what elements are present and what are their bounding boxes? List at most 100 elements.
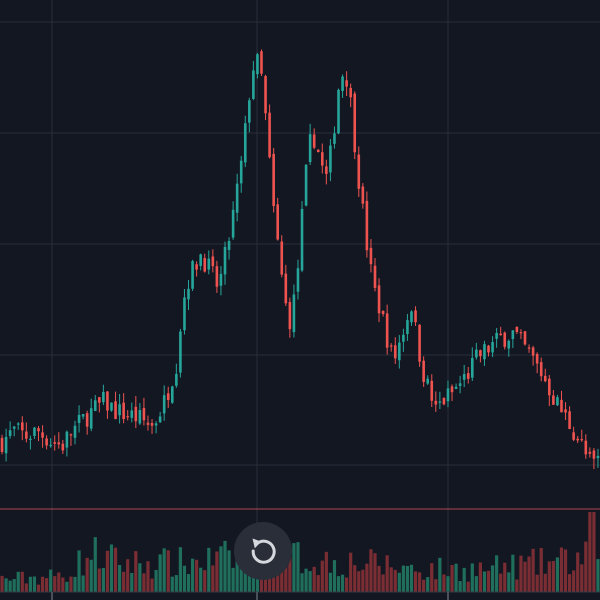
volume-bar <box>154 569 158 592</box>
volume-bar <box>490 565 495 592</box>
volume-bar <box>503 562 507 592</box>
candle-body <box>158 416 162 423</box>
candle-body <box>466 373 470 379</box>
volume-bar <box>223 540 227 592</box>
candle-body <box>535 354 539 364</box>
volume-bar <box>170 576 174 592</box>
candle-body <box>442 397 446 405</box>
candle-body <box>572 432 575 440</box>
volume-bar <box>316 575 320 592</box>
volume-bar <box>89 559 93 592</box>
volume-bar <box>162 548 166 592</box>
candle-body <box>422 360 425 382</box>
volume-bar <box>280 563 284 592</box>
volume-bar <box>426 577 430 592</box>
candle-body <box>454 386 458 389</box>
volume-bar <box>300 573 304 592</box>
volume-bar <box>434 579 438 592</box>
volume-bar <box>353 565 357 592</box>
candle-body <box>162 395 166 414</box>
candle-body <box>45 438 48 446</box>
candle-body <box>576 438 580 441</box>
volume-bar <box>263 572 268 592</box>
volume-bar <box>227 550 231 592</box>
candle-body <box>543 375 547 382</box>
candle-body <box>142 408 146 421</box>
candle-body <box>446 388 450 402</box>
volume-bar <box>446 576 450 592</box>
candle-body <box>252 70 255 99</box>
volume-bar <box>555 557 560 592</box>
candle-body <box>333 133 336 144</box>
volume-bar <box>563 549 568 592</box>
candle-body <box>29 438 32 440</box>
candle-body <box>239 160 243 184</box>
candle-body <box>231 209 235 238</box>
volume-bar <box>190 558 195 592</box>
candle-body <box>527 347 531 349</box>
volume-bar <box>320 560 324 592</box>
candle-body <box>438 401 442 403</box>
volume-bar <box>93 537 97 592</box>
candle-body <box>389 345 393 347</box>
candle-body <box>393 345 397 359</box>
candle-body <box>166 393 170 401</box>
volume-bar <box>20 571 24 592</box>
volume-bar <box>134 551 138 592</box>
volume-bar <box>369 549 373 592</box>
candle-body <box>260 51 263 74</box>
volume-bar <box>527 556 531 592</box>
volume-bar <box>450 564 454 592</box>
candlestick-series <box>0 49 600 470</box>
volume-bar <box>138 563 142 592</box>
candle-body <box>592 450 596 459</box>
volume-bar <box>142 573 146 592</box>
candle-body <box>341 76 344 91</box>
candle-body <box>406 320 409 334</box>
volume-bar <box>507 572 511 592</box>
volume-bar <box>195 559 199 592</box>
candle-body <box>325 166 328 174</box>
volume-bar <box>592 512 596 592</box>
candle-body <box>20 422 24 431</box>
candle-body <box>170 386 174 403</box>
candle-body <box>329 145 332 173</box>
candle-body <box>57 442 61 445</box>
volume-bar <box>401 565 405 592</box>
candle-body <box>138 410 142 424</box>
volume-bar <box>45 578 49 592</box>
volume-bar <box>409 564 414 592</box>
candle-body <box>243 123 247 163</box>
candle-body <box>0 437 4 453</box>
volume-bar <box>243 560 247 592</box>
volume-bar <box>559 547 564 592</box>
candle-body <box>353 93 357 153</box>
candle-body <box>223 246 227 275</box>
volume-bar <box>81 575 85 592</box>
candle-body <box>564 409 567 413</box>
candle-body <box>106 391 109 411</box>
candle-body <box>345 80 348 87</box>
candle-body <box>16 423 20 425</box>
reset-chart-button[interactable] <box>234 522 292 580</box>
candle-body <box>179 331 182 373</box>
volume-bar <box>430 563 434 592</box>
candle-body <box>248 100 251 123</box>
volume-bar <box>130 572 134 592</box>
volume-bar <box>482 571 487 592</box>
volume-bar <box>373 553 377 592</box>
volume-bar <box>324 551 328 592</box>
volume-bar <box>511 554 515 592</box>
volume-bar <box>276 571 280 592</box>
candle-body <box>503 332 507 347</box>
volume-bar <box>231 567 235 592</box>
candle-body <box>85 413 89 427</box>
volume-bar <box>349 552 353 592</box>
volume-bar <box>332 560 337 592</box>
volume-bar <box>28 576 33 592</box>
candle-body <box>304 164 308 206</box>
volume-bar <box>422 579 426 592</box>
volume-bar <box>77 550 81 592</box>
